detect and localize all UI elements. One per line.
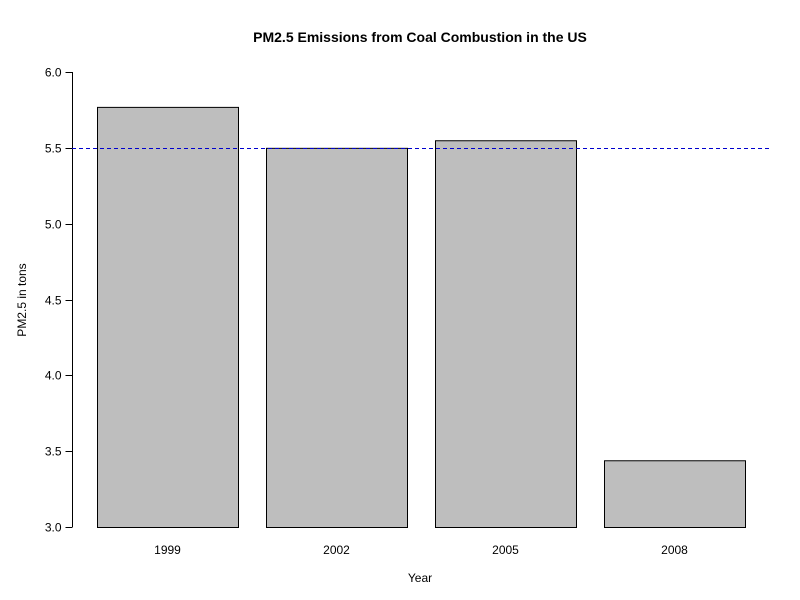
y-tick-label: 6.0 [45,66,62,80]
y-tick-label: 4.0 [45,369,62,383]
x-tick-label: 1999 [154,543,181,557]
x-tick-label: 2008 [661,543,688,557]
y-axis: 3.0 3.5 4.0 4.5 5.0 5.5 6.0 [45,66,73,535]
bar-1999 [97,106,239,528]
x-axis-tick-labels: 1999 2002 2005 2008 [154,543,688,557]
bar-2002 [266,147,408,528]
y-tick-label: 5.5 [45,142,62,156]
x-axis-label: Year [408,571,432,585]
bar-2008 [604,460,746,528]
bar-2005 [435,140,577,528]
x-tick-label: 2005 [492,543,519,557]
chart-title: PM2.5 Emissions from Coal Combustion in … [253,29,587,45]
bars-group [97,106,746,528]
y-tick-label: 3.0 [45,521,62,535]
y-tick-label: 5.0 [45,218,62,232]
y-tick-label: 3.5 [45,445,62,459]
y-axis-label: PM2.5 in tons [15,263,29,336]
x-tick-label: 2002 [323,543,350,557]
y-tick-label: 4.5 [45,294,62,308]
